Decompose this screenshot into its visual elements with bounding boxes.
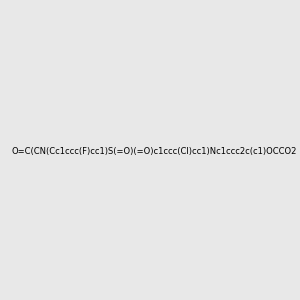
Text: O=C(CN(Cc1ccc(F)cc1)S(=O)(=O)c1ccc(Cl)cc1)Nc1ccc2c(c1)OCCO2: O=C(CN(Cc1ccc(F)cc1)S(=O)(=O)c1ccc(Cl)cc… [11, 147, 296, 156]
